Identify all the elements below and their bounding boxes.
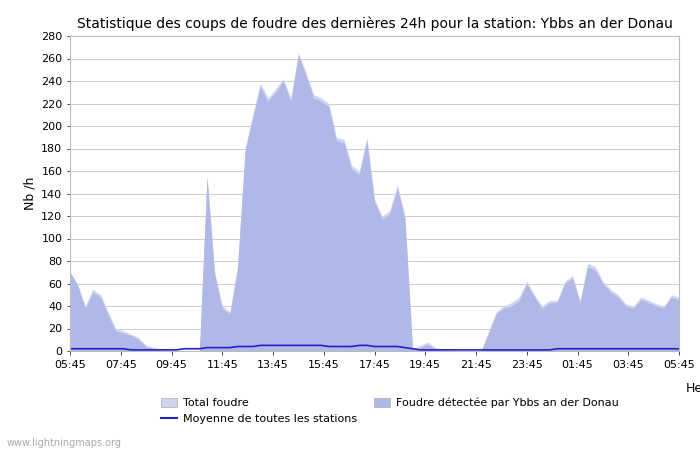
Title: Statistique des coups de foudre des dernières 24h pour la station: Ybbs an der D: Statistique des coups de foudre des dern…: [76, 16, 673, 31]
Text: Heure: Heure: [686, 382, 700, 395]
Legend: Total foudre, Moyenne de toutes les stations, Foudre détectée par Ybbs an der Do: Total foudre, Moyenne de toutes les stat…: [161, 397, 619, 424]
Y-axis label: Nb /h: Nb /h: [24, 177, 37, 210]
Text: www.lightningmaps.org: www.lightningmaps.org: [7, 438, 122, 448]
